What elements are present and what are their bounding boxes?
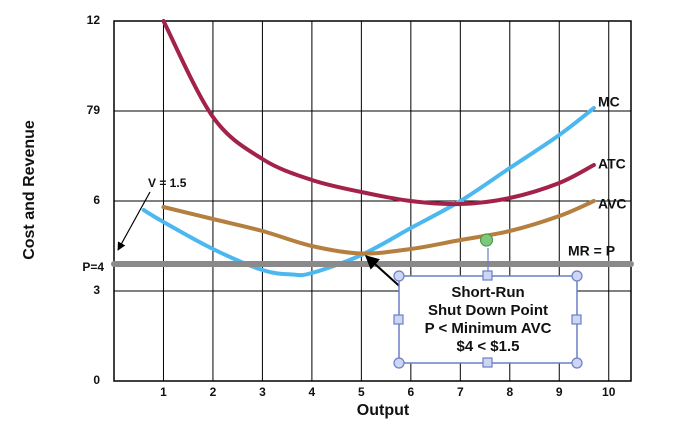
x-tick-label: 7 [457, 385, 464, 399]
series-label: MR = P [568, 243, 615, 259]
x-tick-label: 2 [210, 385, 217, 399]
x-tick-label: 8 [506, 385, 513, 399]
x-axis-title: Output [357, 402, 410, 419]
y-tick-label: 79 [87, 103, 101, 117]
x-tick-label: 4 [309, 385, 316, 399]
price-label: P=4 [82, 260, 104, 274]
x-tick-label: 6 [407, 385, 414, 399]
highlight-point [479, 233, 494, 247]
series-line [161, 199, 596, 256]
x-tick-label: 5 [358, 385, 365, 399]
callout-box [398, 275, 578, 364]
x-tick-label: 9 [556, 385, 563, 399]
callout-line: $4 < $1.5 [457, 338, 520, 355]
callout-line: P < Minimum AVC [425, 320, 552, 337]
y-tick-label: 12 [87, 13, 101, 27]
y-tick-label: 0 [93, 373, 100, 387]
v-arrow [117, 191, 151, 251]
series-line [161, 19, 596, 207]
x-tick-label: 10 [602, 385, 616, 399]
series-label: AVC [598, 196, 627, 212]
callout-line: Shut Down Point [428, 302, 548, 319]
series-label: MC [598, 94, 620, 110]
x-tick-label: 1 [160, 385, 167, 399]
y-tick-label: 6 [93, 193, 100, 207]
callout-line: Short-Run [451, 284, 524, 301]
v-label: V = 1.5 [148, 176, 187, 190]
y-tick-label: 3 [93, 283, 100, 297]
y-axis-title: Cost and Revenue [21, 120, 38, 260]
series-label: ATC [598, 156, 626, 172]
selection-handles [393, 248, 583, 369]
x-tick-label: 3 [259, 385, 266, 399]
